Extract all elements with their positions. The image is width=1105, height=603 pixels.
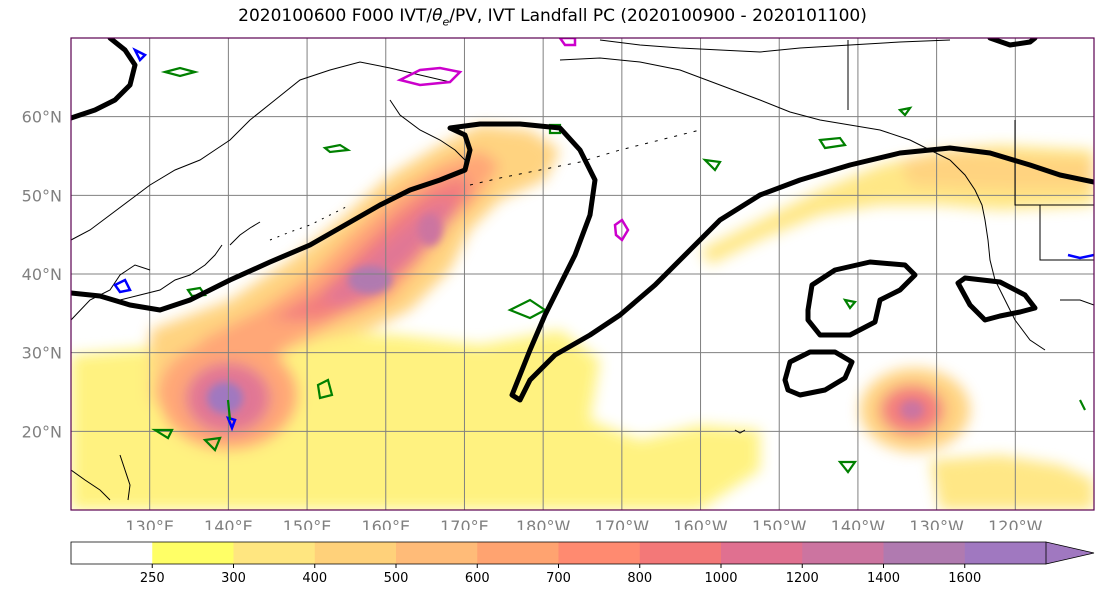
colorbar-swatch [639, 542, 722, 564]
longitude-label: 180°W [516, 517, 571, 530]
colorbar-label: 500 [384, 571, 409, 586]
map-figure: 60°N 50°N 40°N 30°N 20°N 130°E 140°E 150°E 160°… [22, 37, 1095, 530]
coastlines [71, 39, 1094, 501]
map-title: 2020100600 F000 IVT/θe/PV, IVT Landfall … [0, 6, 1105, 28]
latitude-label: 50°N [22, 186, 62, 205]
colorbar-label: 300 [221, 571, 246, 586]
latitude-labels: 60°N 50°N 40°N 30°N 20°N [22, 108, 62, 442]
longitude-label: 170°E [440, 517, 489, 530]
map-frame [70, 37, 1095, 511]
colorbar: 250 300 400 500 600 700 800 1000 1200 1400 1600 [70, 541, 1095, 586]
longitude-label: 120°W [988, 517, 1043, 530]
longitude-label: 130°E [125, 517, 174, 530]
longitude-label: 140°E [204, 517, 253, 530]
colorbar-label: 1400 [867, 571, 900, 586]
theta-e-contours [151, 66, 1086, 474]
colorbar-swatch [477, 542, 559, 564]
longitude-label: 140°W [831, 517, 886, 530]
colorbar-swatch [721, 542, 803, 564]
longitude-label: 130°W [909, 517, 964, 530]
latitude-label: 30°N [22, 344, 62, 363]
latitude-label: 40°N [22, 265, 62, 284]
ivt-shading [71, 125, 1094, 510]
colorbar-swatch [152, 542, 234, 564]
colorbar-label: 400 [302, 571, 327, 586]
colorbar-label: 1200 [786, 571, 819, 586]
colorbar-swatch [396, 542, 478, 564]
title-suffix: /PV, IVT Landfall PC (2020100900 - 20201… [449, 6, 867, 26]
longitude-label: 160°W [673, 517, 728, 530]
colorbar-label: 250 [140, 571, 165, 586]
pc-contours [71, 38, 1094, 403]
colorbar-swatch [233, 542, 316, 564]
title-theta-subscript: e [442, 15, 450, 29]
longitude-labels: 130°E 140°E 150°E 160°E 170°E 180°W 170°W 160°W… [125, 517, 1042, 530]
colorbar-label: 1600 [948, 571, 981, 586]
longitude-label: 170°W [595, 517, 650, 530]
longitude-label: 150°E [283, 517, 332, 530]
title-prefix: 2020100600 F000 IVT/ [238, 6, 433, 26]
colorbar-boxes [70, 541, 1095, 565]
title-theta-symbol: θ [432, 6, 443, 26]
colorbar-swatch [558, 542, 641, 564]
colorbar-labels: 250 300 400 500 600 700 800 1000 1200 1400 1600 [140, 564, 981, 586]
colorbar-label: 800 [627, 571, 652, 586]
colorbar-extend-arrow [1045, 541, 1095, 565]
colorbar-swatch [71, 542, 153, 564]
latitude-label: 20°N [22, 422, 62, 441]
colorbar-swatch [802, 542, 884, 564]
colorbar-label: 700 [546, 571, 571, 586]
latitude-label: 60°N [22, 108, 62, 127]
colorbar-swatch [964, 542, 1047, 564]
colorbar-label: 1000 [704, 571, 737, 586]
colorbar-swatch [883, 542, 966, 564]
colorbar-swatch [314, 542, 397, 564]
pv-contours [113, 38, 1094, 432]
map-gridlines [71, 38, 1094, 510]
longitude-label: 160°E [361, 517, 410, 530]
longitude-label: 150°W [752, 517, 807, 530]
colorbar-label: 600 [465, 571, 490, 586]
